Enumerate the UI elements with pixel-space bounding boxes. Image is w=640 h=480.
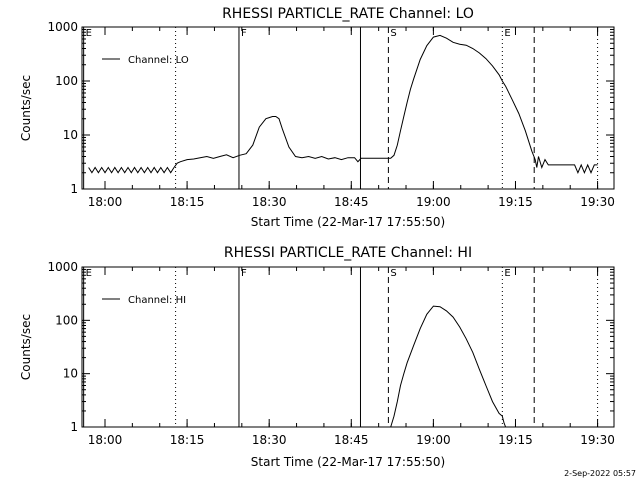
x-tick-label: 19:15 xyxy=(498,433,533,447)
x-tick-label: 19:15 xyxy=(498,195,533,209)
x-tick-label: 19:00 xyxy=(416,433,451,447)
y-tick-label: 1 xyxy=(70,182,78,196)
y-tick-label: 100 xyxy=(55,74,78,88)
series-line xyxy=(88,34,598,175)
event-marker-label: E xyxy=(86,268,92,279)
x-tick-label: 18:30 xyxy=(252,433,287,447)
x-tick-label: 19:30 xyxy=(580,195,615,209)
x-axis-label: Start Time (22-Mar-17 17:55:50) xyxy=(251,215,445,229)
x-tick-label: 18:15 xyxy=(170,433,205,447)
x-tick-label: 18:45 xyxy=(334,195,369,209)
legend-label: Channel: LO xyxy=(128,55,189,66)
y-axis-label: Counts/sec xyxy=(19,75,33,141)
plot-frame xyxy=(81,266,615,428)
event-marker-label: F xyxy=(241,268,247,279)
series-line xyxy=(390,305,507,428)
y-tick-label: 10 xyxy=(63,128,78,142)
event-marker-label: S xyxy=(390,28,396,39)
event-marker-label: E xyxy=(504,268,510,279)
x-tick-label: 19:00 xyxy=(416,195,451,209)
y-tick-label: 1000 xyxy=(47,20,78,34)
y-tick-label: 1 xyxy=(70,420,78,434)
event-marker-label: S xyxy=(390,268,396,279)
chart-title: RHESSI PARTICLE_RATE Channel: HI xyxy=(224,245,472,261)
x-tick-label: 18:30 xyxy=(252,195,287,209)
chart-title: RHESSI PARTICLE_RATE Channel: LO xyxy=(222,6,474,22)
x-tick-label: 18:00 xyxy=(88,433,123,447)
footer-date: 2-Sep-2022 05:57 xyxy=(564,469,636,478)
event-marker-label: F xyxy=(241,28,247,39)
y-axis-label: Counts/sec xyxy=(19,314,33,380)
chart-panel-1: RHESSI PARTICLE_RATE Channel: LO Start Ti… xyxy=(19,6,615,229)
event-marker-label: E xyxy=(86,28,92,39)
y-tick-label: 1000 xyxy=(47,260,78,274)
plot-frame xyxy=(81,26,615,190)
chart-panel-2: RHESSI PARTICLE_RATE Channel: HI Start Ti… xyxy=(19,245,615,469)
y-tick-label: 100 xyxy=(55,313,78,327)
event-marker-label: E xyxy=(504,28,510,39)
legend-label: Channel: HI xyxy=(128,295,186,306)
x-tick-label: 19:30 xyxy=(580,433,615,447)
x-axis-label: Start Time (22-Mar-17 17:55:50) xyxy=(251,455,445,469)
y-tick-label: 10 xyxy=(63,367,78,381)
x-tick-label: 18:45 xyxy=(334,433,369,447)
x-tick-label: 18:00 xyxy=(88,195,123,209)
x-tick-label: 18:15 xyxy=(170,195,205,209)
